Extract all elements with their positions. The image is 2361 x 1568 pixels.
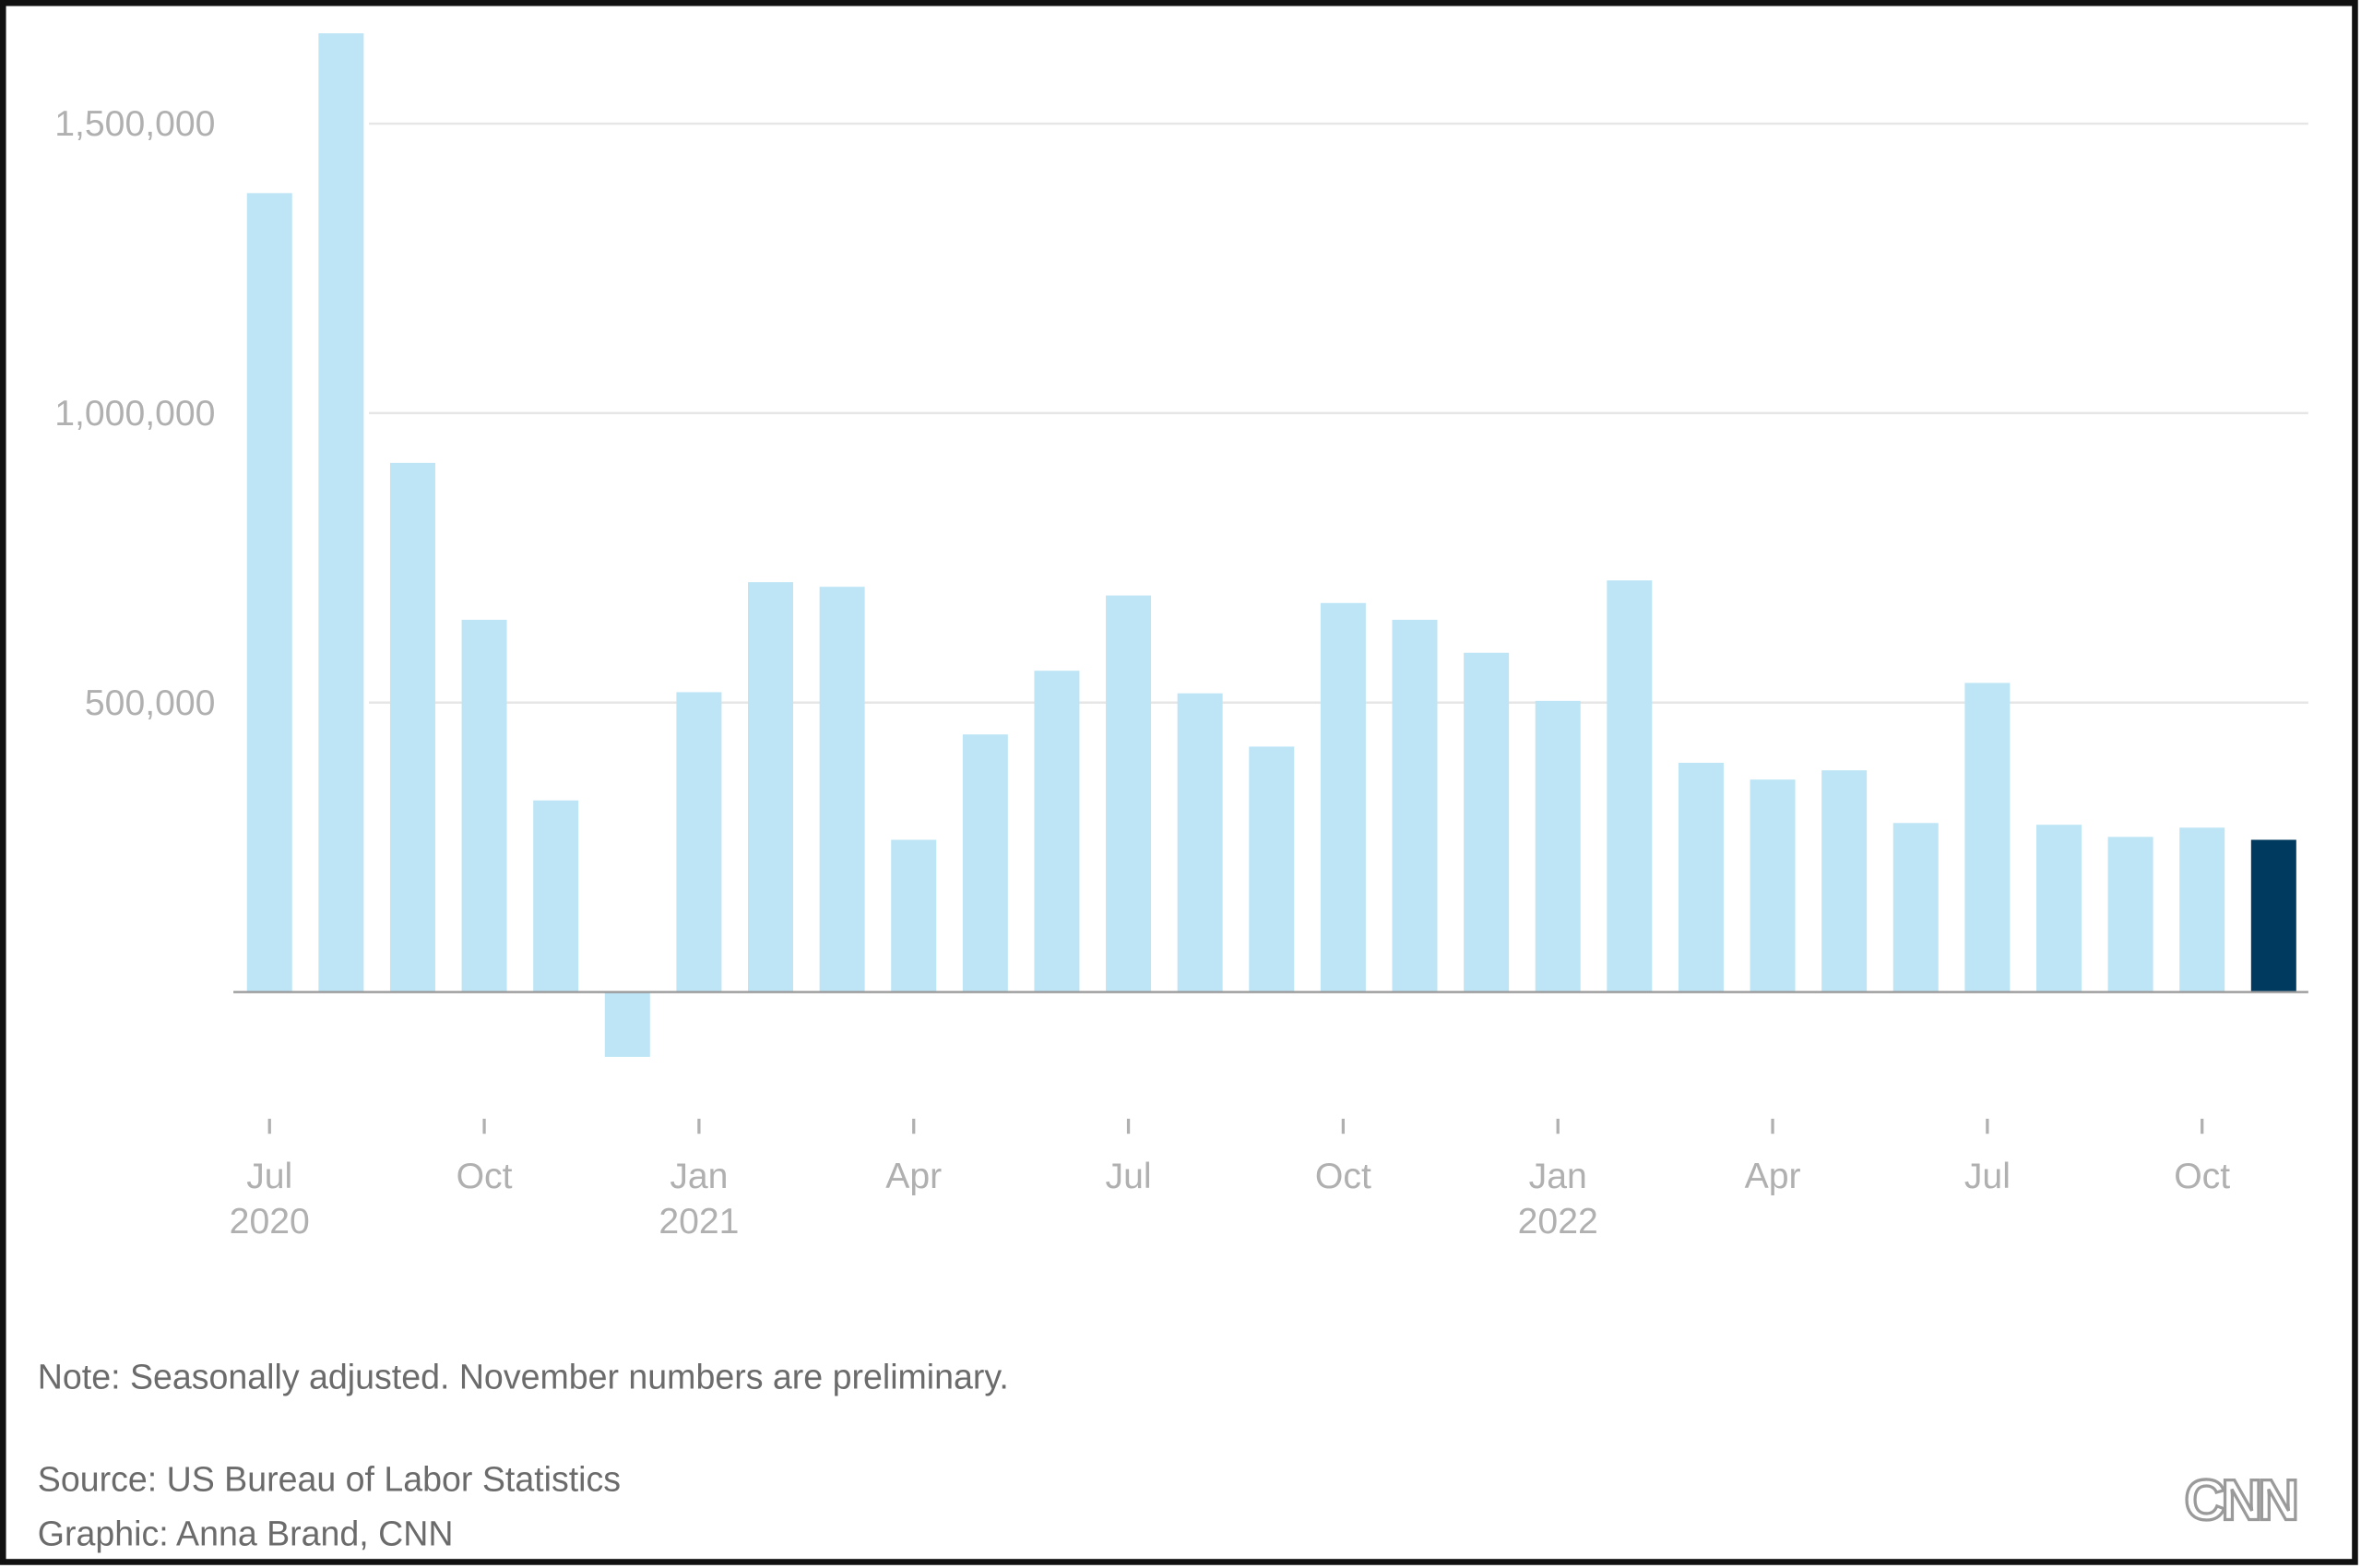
bar bbox=[1106, 595, 1152, 992]
bar bbox=[2035, 825, 2082, 992]
bar bbox=[676, 692, 722, 992]
bar bbox=[1249, 746, 1295, 992]
bar bbox=[2107, 837, 2153, 992]
bar bbox=[1464, 652, 1510, 992]
x-tick-label: Jan bbox=[670, 1157, 728, 1196]
x-tick-year: 2020 bbox=[230, 1202, 310, 1241]
bar bbox=[1177, 693, 1223, 992]
bar bbox=[1535, 700, 1581, 992]
x-tick-label: Jan bbox=[1529, 1157, 1587, 1196]
x-tick-label: Jul bbox=[1106, 1157, 1152, 1196]
bar bbox=[962, 734, 1008, 992]
bar bbox=[1750, 779, 1796, 992]
bar bbox=[819, 587, 865, 992]
logo: CNN bbox=[2184, 1469, 2296, 1533]
bar bbox=[1821, 770, 1868, 992]
x-tick-label: Jul bbox=[1964, 1157, 2011, 1196]
bar bbox=[1892, 823, 1939, 992]
x-tick-year: 2022 bbox=[1518, 1202, 1598, 1241]
bar bbox=[1607, 580, 1653, 992]
x-tick-label: Oct bbox=[457, 1157, 513, 1196]
x-tick-label: Apr bbox=[1745, 1157, 1801, 1196]
x-tick-label: Apr bbox=[885, 1157, 942, 1196]
credit: Graphic: Anna Brand, CNN bbox=[38, 1514, 454, 1552]
bar bbox=[533, 800, 579, 992]
bar bbox=[2250, 839, 2296, 992]
bar bbox=[748, 582, 793, 992]
source: Source: US Bureau of Labor Statistics bbox=[38, 1460, 621, 1499]
x-tick-label: Oct bbox=[2174, 1157, 2230, 1196]
y-tick-label: 1,000,000 bbox=[54, 394, 215, 434]
note: Note: Seasonally adjusted. November numb… bbox=[38, 1357, 1009, 1396]
bar bbox=[891, 839, 937, 992]
y-tick-label: 500,000 bbox=[85, 683, 216, 723]
bar bbox=[389, 462, 435, 992]
bar bbox=[461, 619, 507, 992]
bar bbox=[1320, 602, 1366, 992]
bar bbox=[1964, 683, 2011, 992]
x-tick-year: 2021 bbox=[658, 1202, 739, 1241]
x-tick-label: Jul bbox=[246, 1157, 292, 1196]
bar bbox=[318, 33, 364, 992]
bar bbox=[1392, 619, 1438, 992]
bar bbox=[2179, 827, 2225, 992]
bar bbox=[604, 992, 650, 1057]
bar bbox=[1678, 763, 1724, 992]
bar bbox=[246, 193, 292, 992]
y-tick-label: 1,500,000 bbox=[54, 104, 215, 144]
bar bbox=[1034, 671, 1080, 992]
x-tick-label: Oct bbox=[1315, 1157, 1371, 1196]
